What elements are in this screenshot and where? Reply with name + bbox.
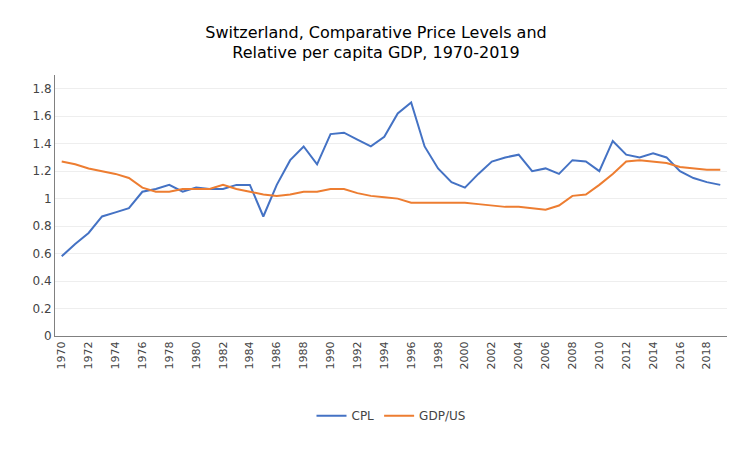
svg-text:1.2: 1.2 [33, 164, 52, 178]
svg-text:Switzerland, Comparative Price: Switzerland, Comparative Price Levels an… [205, 23, 546, 63]
svg-text:2006: 2006 [539, 341, 552, 369]
svg-text:1: 1 [44, 192, 52, 206]
svg-text:1982: 1982 [217, 341, 230, 369]
svg-text:1.6: 1.6 [33, 109, 52, 123]
svg-text:1976: 1976 [136, 341, 149, 369]
svg-text:0.4: 0.4 [33, 274, 52, 288]
svg-text:1994: 1994 [378, 341, 391, 369]
svg-text:1992: 1992 [351, 341, 364, 369]
svg-text:1980: 1980 [190, 341, 203, 369]
svg-text:GDP/US: GDP/US [419, 409, 465, 423]
svg-text:2008: 2008 [566, 341, 579, 369]
svg-text:1.4: 1.4 [33, 137, 52, 151]
svg-text:1986: 1986 [270, 341, 283, 369]
svg-text:0.2: 0.2 [33, 302, 52, 316]
svg-text:0.8: 0.8 [33, 219, 52, 233]
svg-text:1972: 1972 [82, 341, 95, 369]
svg-text:1974: 1974 [109, 341, 122, 369]
svg-text:0: 0 [44, 329, 52, 343]
svg-text:2018: 2018 [700, 341, 713, 369]
svg-text:CPL: CPL [352, 409, 375, 423]
svg-text:1970: 1970 [55, 341, 68, 369]
svg-text:1.8: 1.8 [33, 82, 52, 96]
svg-text:1978: 1978 [163, 341, 176, 369]
svg-text:2002: 2002 [485, 341, 498, 369]
svg-text:2014: 2014 [647, 341, 660, 369]
svg-text:1988: 1988 [297, 341, 310, 369]
svg-text:2000: 2000 [458, 341, 471, 369]
svg-text:2010: 2010 [593, 341, 606, 369]
svg-text:2004: 2004 [512, 341, 525, 369]
svg-text:1990: 1990 [324, 341, 337, 369]
svg-text:1984: 1984 [243, 341, 256, 369]
svg-text:1996: 1996 [405, 341, 418, 369]
svg-text:2016: 2016 [674, 341, 687, 369]
svg-text:0.6: 0.6 [33, 247, 52, 261]
svg-text:2012: 2012 [620, 341, 633, 369]
svg-text:1998: 1998 [432, 341, 445, 369]
